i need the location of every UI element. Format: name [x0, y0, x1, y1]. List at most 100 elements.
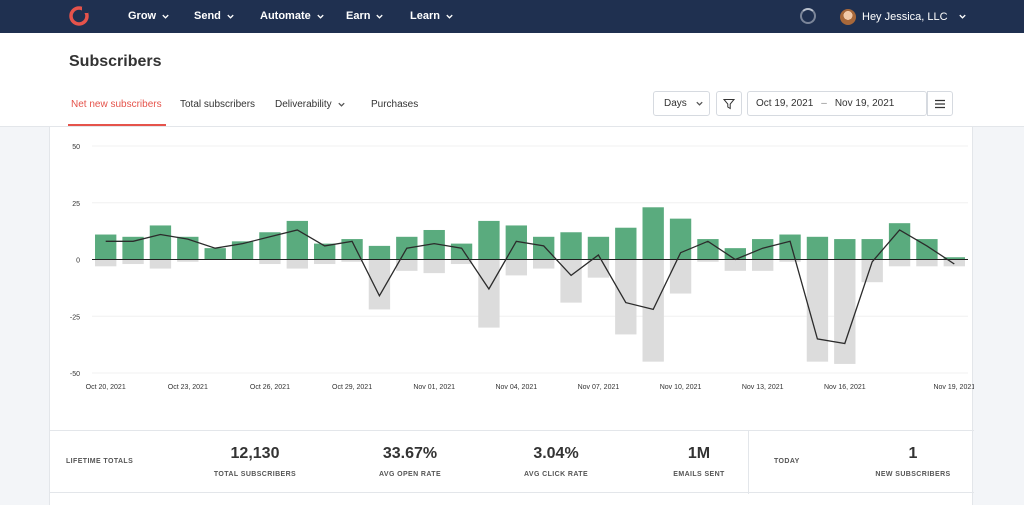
nav-automate-label: Automate [260, 10, 311, 22]
x-tick-label: Nov 01, 2021 [413, 384, 455, 391]
negative-bar [122, 259, 144, 265]
negative-bar [752, 259, 774, 271]
net-new-subscribers-chart: 50 25 0 -25 -50 Oct 20, 2021 Oct 23, 2021 Oct 2… [70, 144, 974, 391]
negative-bar [259, 259, 281, 265]
nav-learn-label: Learn [410, 10, 440, 22]
nav-learn[interactable]: Learn [410, 0, 454, 33]
y-tick-label: 0 [76, 258, 80, 265]
nav-send[interactable]: Send [194, 0, 235, 33]
positive-bar [122, 236, 144, 260]
new-subscribers-label: NEW SUBSCRIBERS [875, 471, 951, 478]
positive-bar [314, 243, 336, 260]
user-name: Hey Jessica, LLC [862, 10, 948, 23]
positive-bar [587, 236, 610, 260]
tab-total-subscribers[interactable]: Total subscribers [180, 99, 255, 110]
date-range-picker[interactable]: Oct 19, 2021 – Nov 19, 2021 [747, 91, 927, 116]
negative-bar [450, 259, 473, 265]
tab-label: Total subscribers [180, 99, 256, 110]
negative-bar [177, 259, 199, 262]
tab-label: Purchases [371, 99, 419, 110]
chevron-down-icon [696, 101, 703, 106]
positive-bar [834, 239, 856, 260]
x-tick-label: Oct 29, 2021 [332, 384, 372, 391]
x-tick-label: Nov 04, 2021 [495, 384, 537, 391]
negative-bar [806, 259, 829, 362]
tab-deliverability[interactable]: Deliverability [275, 99, 346, 110]
negative-bar [888, 259, 911, 267]
negative-bar [834, 259, 856, 364]
negative-bar [314, 259, 336, 265]
chevron-down-icon [376, 14, 384, 19]
nav-grow[interactable]: Grow [128, 0, 170, 33]
negative-bar [149, 259, 172, 269]
chevron-down-icon [162, 14, 169, 19]
positive-bar [149, 225, 172, 260]
chevron-down-icon [446, 14, 453, 19]
filter-button[interactable] [716, 91, 742, 116]
convertkit-logo-icon[interactable] [68, 5, 90, 27]
date-from[interactable]: Oct 19, 2021 [756, 98, 814, 109]
negative-bar [724, 259, 746, 271]
negative-bar [505, 259, 527, 276]
net-change-line [105, 229, 955, 345]
x-tick-label: Nov 10, 2021 [660, 384, 702, 391]
total-subscribers-value: 12,130 [230, 445, 280, 462]
avg-click-rate-value: 3.04% [533, 445, 579, 462]
positive-bar [95, 234, 117, 260]
x-tick-label: Oct 20, 2021 [86, 384, 126, 391]
subscribers-card: 50 25 0 -25 -50 Oct 20, 2021 Oct 23, 2021 Oct 2… [49, 127, 974, 505]
interval-select[interactable]: Days [653, 91, 710, 116]
positive-bar [861, 239, 883, 260]
positive-bar [615, 227, 637, 260]
y-tick-label: 50 [72, 144, 80, 151]
chevron-down-icon [227, 14, 234, 19]
tab-net-new-subscribers[interactable]: Net new subscribers [71, 99, 162, 110]
positive-bar [724, 248, 746, 260]
y-tick-label: -25 [70, 314, 80, 321]
y-tick-label: 25 [72, 201, 80, 208]
avg-open-rate-value: 33.67% [382, 445, 438, 462]
negative-bar [286, 259, 308, 269]
negative-bar [560, 259, 582, 303]
nav-grow-label: Grow [128, 10, 157, 22]
avatar [840, 8, 856, 25]
x-tick-label: Nov 07, 2021 [578, 384, 620, 391]
filter-icon [723, 98, 735, 109]
tab-purchases[interactable]: Purchases [371, 99, 418, 110]
loading-spinner-icon [800, 8, 816, 24]
nav-earn[interactable]: Earn [346, 0, 384, 33]
positive-bar [752, 239, 774, 260]
positive-bar [368, 245, 391, 260]
new-subscribers-value: 1 [908, 445, 918, 462]
nav-send-label: Send [194, 10, 221, 22]
negative-bar [533, 259, 555, 269]
positive-bar [177, 236, 199, 260]
positive-bar [450, 243, 473, 260]
page-header: Subscribers Net new subscribers Total su… [0, 33, 1024, 127]
tab-label: Deliverability [275, 99, 332, 110]
nav-automate[interactable]: Automate [260, 0, 325, 33]
negative-bar [779, 259, 801, 262]
top-nav: Grow Send Automate Earn Learn Hey Jessic… [0, 0, 1024, 33]
date-to[interactable]: Nov 19, 2021 [834, 98, 895, 109]
y-tick-label: -50 [70, 371, 80, 378]
negative-bar [341, 259, 363, 262]
positive-bar [943, 257, 965, 260]
chevron-down-icon [317, 14, 324, 19]
chevron-down-icon [958, 14, 966, 19]
positive-bar [779, 234, 801, 260]
positive-bar [341, 239, 363, 260]
positive-bar [231, 241, 254, 260]
avg-open-rate-label: AVG OPEN RATE [378, 471, 442, 478]
negative-bar [943, 259, 965, 267]
positive-bar [888, 223, 911, 260]
x-tick-label: Nov 16, 2021 [824, 384, 866, 391]
x-tick-label: Nov 13, 2021 [742, 384, 784, 391]
user-menu[interactable]: Hey Jessica, LLC [840, 6, 967, 27]
nav-earn-label: Earn [346, 10, 371, 22]
negative-bar [916, 259, 938, 267]
negative-bar [642, 259, 664, 362]
lifetime-totals-label: LIFETIME TOTALS [66, 458, 134, 465]
options-menu-button[interactable] [927, 91, 953, 116]
positive-bar [286, 220, 308, 260]
